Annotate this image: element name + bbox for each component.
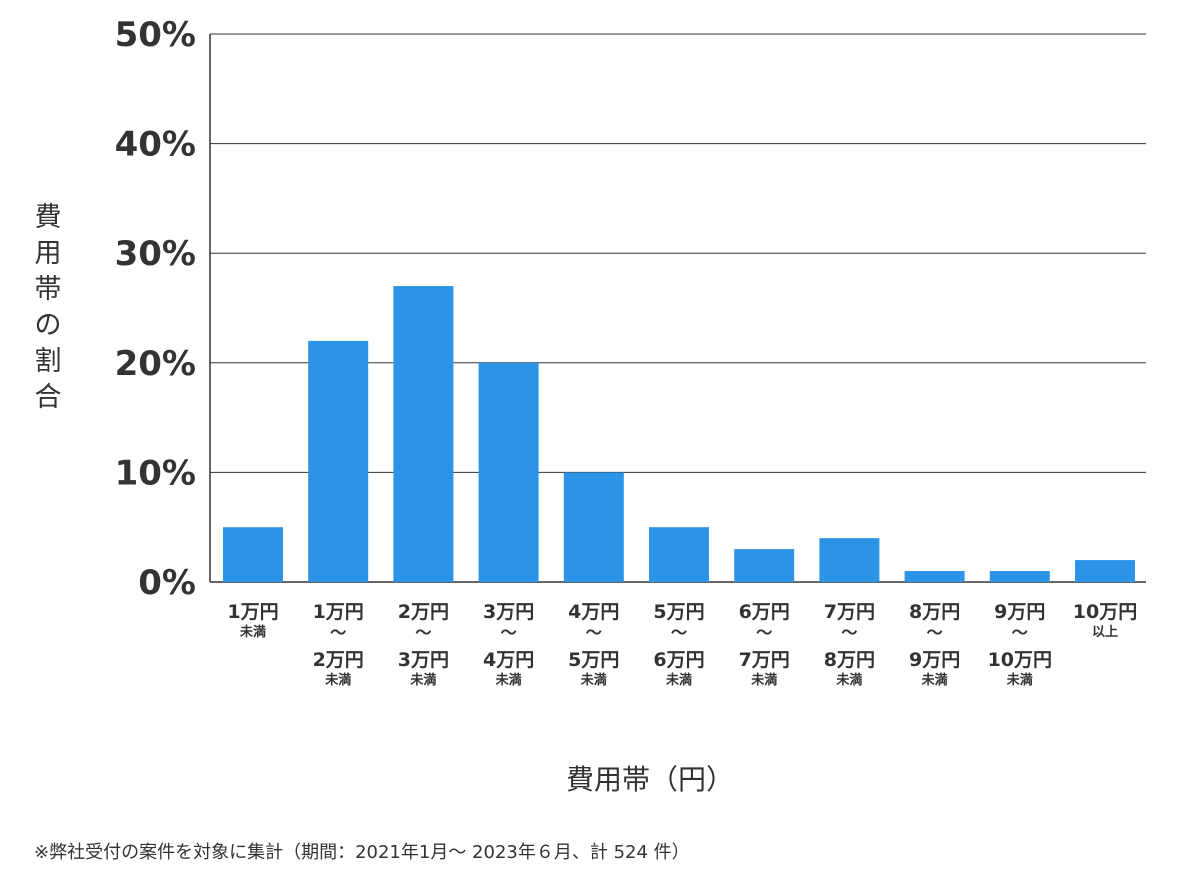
bar [649,527,709,582]
x-tick-label: 2万円 [313,649,364,671]
y-axis-label: 費用帯の割合 [26,200,70,416]
x-tick-label: 4万円 [568,601,619,623]
x-tick-label: 10万円 [988,649,1052,671]
bar [308,340,369,582]
x-tick-label: 5万円 [568,649,619,671]
x-tick-label: 4万円 [483,649,534,671]
bar [393,286,454,582]
x-axis-label: 費用帯（円） [565,763,734,796]
x-tick-label: 〜 [1012,623,1028,642]
x-tick-label: 6万円 [653,649,704,671]
bar [904,571,965,582]
y-axis-label-char: の [34,310,62,341]
x-tick-label: 以上 [1092,625,1118,640]
y-axis-label-char: 用 [34,238,62,269]
x-tick-label: 〜 [586,623,602,642]
x-tick-label: 〜 [671,623,687,642]
x-tick-label: 〜 [841,623,857,642]
x-tick-label: 10万円 [1073,601,1137,623]
x-tick-label: 未満 [324,672,351,688]
x-tick-label: 9万円 [994,601,1045,623]
x-tick-label: 8万円 [909,601,960,623]
x-tick-label: 3万円 [398,649,449,671]
x-tick-label: 未満 [580,672,607,688]
footnote: ※弊社受付の案件を対象に集計（期間：2021年1月～ 2023年６月、計 524… [34,842,690,863]
bar [1075,560,1135,582]
y-tick-label: 10% [115,453,196,493]
x-tick-label: 7万円 [824,601,875,623]
x-tick-label: 1万円 [227,601,278,623]
bar [478,362,539,582]
y-tick-label: 30% [115,234,196,274]
y-axis-label-char: 割 [34,346,62,377]
y-tick-label: 50% [115,15,196,55]
y-tick-label: 40% [115,125,196,165]
x-tick-label: 未満 [409,672,436,688]
bar [819,538,880,582]
x-tick-label: 未満 [495,672,522,688]
x-tick-label: 6万円 [739,601,790,623]
bar [223,527,283,582]
x-tick-label: 2万円 [398,601,449,623]
x-tick-label: 〜 [501,623,517,642]
bar [734,549,795,582]
y-axis-label-char: 合 [34,382,62,413]
x-tick-label: 〜 [330,623,346,642]
x-tick-label: 〜 [415,623,431,642]
x-tick-label: 未満 [750,672,777,688]
x-tick-label: 未満 [835,672,862,688]
x-tick-label: 未満 [921,672,948,688]
x-tick-label: 〜 [756,623,772,642]
x-tick-label: 7万円 [739,649,790,671]
x-tick-label: 未満 [1006,672,1033,688]
x-tick-label: 5万円 [653,601,704,623]
y-axis-label-char: 帯 [34,274,62,305]
bar [989,571,1050,582]
x-tick-label: 〜 [927,623,943,642]
y-tick-label: 20% [115,344,196,384]
y-tick-label: 0% [138,563,196,603]
x-tick-label: 8万円 [824,649,875,671]
x-tick-label: 未満 [665,672,692,688]
y-axis-label-char: 費 [34,202,62,233]
x-tick-label: 1万円 [313,601,364,623]
x-tick-label: 3万円 [483,601,534,623]
bar [563,472,624,582]
x-tick-label: 9万円 [909,649,960,671]
x-tick-label: 未満 [239,624,266,640]
